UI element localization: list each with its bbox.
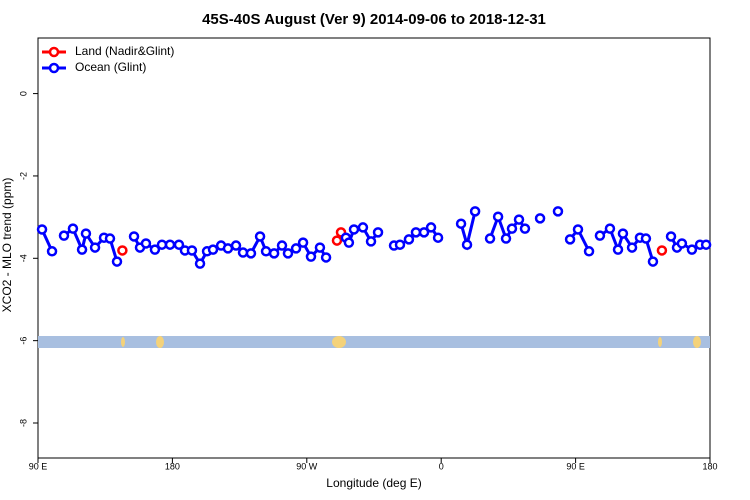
x-tick-label: 180 xyxy=(165,461,180,471)
point xyxy=(640,233,652,244)
point xyxy=(572,224,584,235)
point xyxy=(500,233,512,244)
point xyxy=(36,224,48,235)
chart-title: 45S-40S August (Ver 9) 2014-09-06 to 201… xyxy=(202,11,546,28)
y-tick-label: -8 xyxy=(18,419,28,427)
point xyxy=(260,246,272,257)
land-patch xyxy=(658,337,662,347)
point xyxy=(469,206,481,217)
point xyxy=(282,248,294,259)
point xyxy=(686,244,698,255)
land-patch xyxy=(693,336,701,348)
point xyxy=(140,238,152,249)
point xyxy=(104,233,116,244)
point xyxy=(594,230,606,241)
legend-marker xyxy=(48,46,60,58)
point xyxy=(80,228,92,239)
land-patch xyxy=(332,336,346,348)
point xyxy=(425,222,437,233)
point xyxy=(173,239,185,250)
land-patch xyxy=(121,337,125,347)
point xyxy=(617,228,629,239)
point xyxy=(245,248,257,259)
point xyxy=(149,244,161,255)
point xyxy=(268,248,280,259)
point xyxy=(343,237,355,248)
point xyxy=(276,240,288,251)
y-tick-label: 0 xyxy=(18,91,28,96)
y-tick-label: -2 xyxy=(18,172,28,180)
point xyxy=(552,206,564,217)
point xyxy=(305,251,317,262)
point xyxy=(320,252,332,263)
point xyxy=(372,227,384,238)
point xyxy=(461,239,473,250)
x-tick-label: 90 E xyxy=(566,461,585,471)
point xyxy=(394,239,406,250)
point xyxy=(128,231,140,242)
point xyxy=(67,223,79,234)
x-tick-label: 90 E xyxy=(29,461,48,471)
point xyxy=(432,232,444,243)
x-tick-label: 180 xyxy=(702,461,717,471)
point xyxy=(348,224,360,235)
point xyxy=(676,238,688,249)
point xyxy=(207,244,219,255)
point xyxy=(186,245,198,256)
point xyxy=(506,223,518,234)
map-strip xyxy=(38,336,710,348)
point xyxy=(156,239,168,250)
point xyxy=(230,240,242,251)
point xyxy=(76,244,88,255)
point xyxy=(365,236,377,247)
point xyxy=(222,243,234,254)
point xyxy=(583,246,595,257)
point xyxy=(418,227,430,238)
point xyxy=(111,256,123,267)
point xyxy=(58,230,70,241)
point xyxy=(700,239,712,250)
x-tick-label: 90 W xyxy=(296,461,318,471)
point xyxy=(513,214,525,225)
point xyxy=(665,231,677,242)
point xyxy=(534,213,546,224)
point xyxy=(612,244,624,255)
x-axis-label: Longitude (deg E) xyxy=(326,476,421,490)
point xyxy=(357,222,369,233)
point xyxy=(519,223,531,234)
x-tick-label: 0 xyxy=(439,461,444,471)
point xyxy=(403,234,415,245)
point xyxy=(194,258,206,269)
legend-label: Land (Nadir&Glint) xyxy=(75,44,174,58)
point xyxy=(297,237,309,248)
point xyxy=(331,235,343,246)
point xyxy=(455,218,467,229)
point xyxy=(564,234,576,245)
point xyxy=(604,223,616,234)
point xyxy=(626,242,638,253)
legend-label: Ocean (Glint) xyxy=(75,60,146,74)
point xyxy=(254,231,266,242)
land-patch xyxy=(156,336,164,348)
y-tick-label: -6 xyxy=(18,337,28,345)
point xyxy=(410,227,422,238)
point xyxy=(484,233,496,244)
point xyxy=(647,256,659,267)
y-axis-label: XCO2 - MLO trend (ppm) xyxy=(0,178,14,313)
point xyxy=(46,246,58,257)
point xyxy=(117,245,128,256)
point xyxy=(314,242,326,253)
point xyxy=(656,245,668,256)
point xyxy=(492,211,504,222)
y-tick-label: -4 xyxy=(18,254,28,262)
point xyxy=(164,239,176,250)
legend-marker xyxy=(48,62,60,74)
point xyxy=(290,243,302,254)
point xyxy=(89,242,101,253)
